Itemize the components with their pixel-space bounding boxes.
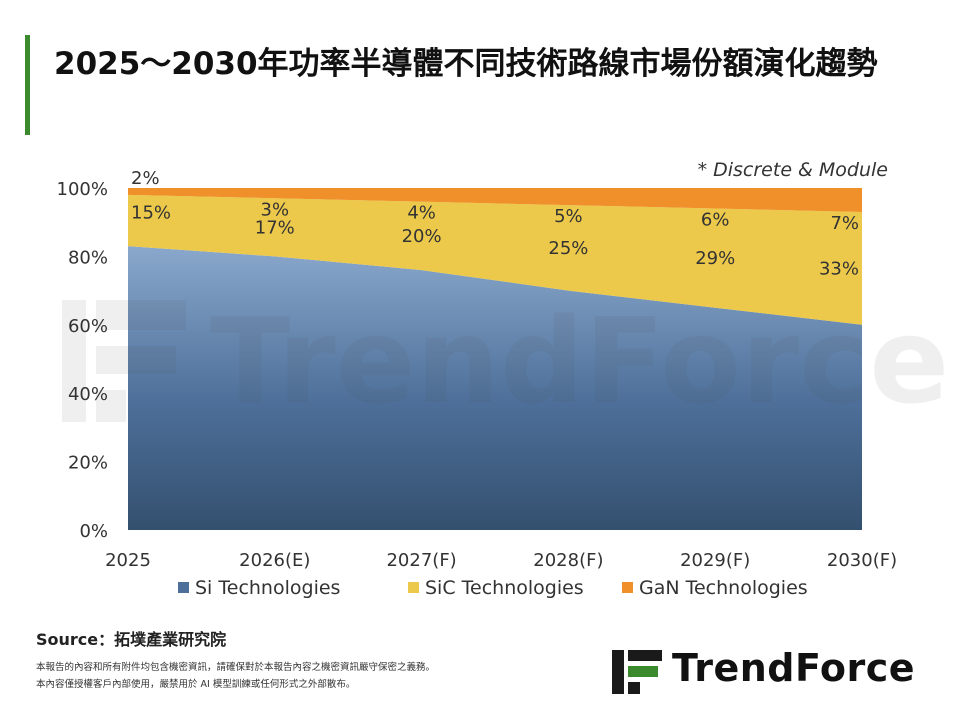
y-tick-label-4: 80% xyxy=(68,247,108,268)
data-label-sic-1: 17% xyxy=(255,217,295,238)
legend-label-gan: GaN Technologies xyxy=(639,577,808,599)
x-tick-label-3: 2028(F) xyxy=(533,550,603,571)
watermark-text: TrendForce xyxy=(210,292,949,430)
x-tick-label-1: 2026(E) xyxy=(239,550,310,571)
legend-item-sic: SiC Technologies xyxy=(408,577,584,599)
data-label-gan-2: 4% xyxy=(407,203,436,224)
watermark-logo-icon xyxy=(62,300,86,422)
y-tick-label-0: 0% xyxy=(79,521,108,542)
x-tick-label-2: 2027(F) xyxy=(386,550,456,571)
legend-swatch-gan xyxy=(622,582,633,593)
y-tick-label-2: 40% xyxy=(68,384,108,405)
legend-label-si: Si Technologies xyxy=(195,577,340,599)
source-text: Source：拓墣產業研究院 xyxy=(36,630,227,649)
logo-text: TrendForce xyxy=(672,646,916,690)
disclaimer-line-1: 本報告的內容和所有附件均包含機密資訊，請確保對於本報告內容之機密資訊嚴守保密之義… xyxy=(36,662,436,673)
legend-label-sic: SiC Technologies xyxy=(425,577,584,599)
data-label-gan-0: 2% xyxy=(131,168,160,189)
area-si-technologies xyxy=(128,246,862,530)
data-label-gan-5: 7% xyxy=(830,213,859,234)
chart-area: TrendForce 15% 17% 20% 25% 29% 33% 2% 3% 4% 5% 6% 7… xyxy=(57,159,950,599)
x-tick-label-0: 2025 xyxy=(105,550,151,571)
data-label-sic-2: 20% xyxy=(402,226,442,247)
trendforce-logo-icon xyxy=(612,650,662,694)
y-tick-label-3: 60% xyxy=(68,316,108,337)
legend-swatch-sic xyxy=(408,582,419,593)
chart-title: 2025～2030年功率半導體不同技術路線市場份額演化趨勢 xyxy=(54,46,878,82)
data-label-gan-4: 6% xyxy=(701,210,730,231)
disclaimer-line-2: 本內容僅授權客戶內部使用，嚴禁用於 AI 模型訓練或任何形式之外部散布。 xyxy=(36,679,356,690)
x-tick-label-4: 2029(F) xyxy=(680,550,750,571)
x-tick-label-5: 2030(F) xyxy=(827,550,897,571)
y-tick-label-5: 100% xyxy=(57,179,108,200)
title-accent-bar xyxy=(25,35,30,135)
legend-swatch-si xyxy=(178,582,189,593)
data-label-gan-3: 5% xyxy=(554,206,583,227)
legend-item-gan: GaN Technologies xyxy=(622,577,808,599)
trendforce-logo: TrendForce xyxy=(610,644,940,698)
area-gan-technologies xyxy=(128,188,862,212)
data-label-sic-3: 25% xyxy=(548,238,588,259)
data-label-gan-1: 3% xyxy=(261,199,290,220)
legend-item-si: Si Technologies xyxy=(178,577,340,599)
data-label-sic-5: 33% xyxy=(819,258,859,279)
area-sic-technologies xyxy=(128,194,862,325)
y-tick-label-1: 20% xyxy=(68,453,108,474)
data-label-sic-4: 29% xyxy=(695,248,735,269)
data-label-sic-0: 15% xyxy=(131,202,171,223)
chart-annotation: * Discrete & Module xyxy=(698,159,888,181)
watermark: TrendForce xyxy=(62,292,949,430)
